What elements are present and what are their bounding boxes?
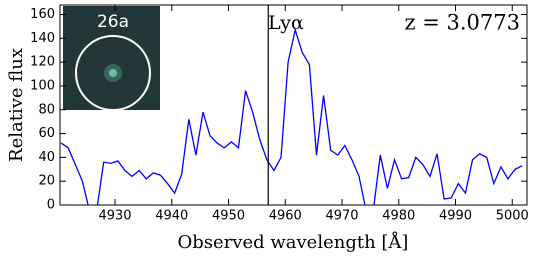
y-tick-label: 0 [47, 198, 55, 213]
x-tick-label: 5000 [496, 209, 529, 224]
x-tick-label: 4980 [382, 209, 415, 224]
inset-label: 26a [97, 12, 129, 32]
y-tick-label: 60 [38, 126, 55, 141]
y-tick-label: 120 [30, 55, 55, 70]
inset-image [63, 6, 160, 111]
x-tick-label: 4970 [325, 209, 358, 224]
x-tick-label: 4940 [155, 209, 188, 224]
y-tick-label: 160 [30, 7, 55, 22]
y-tick-label: 20 [38, 174, 55, 189]
plot-area [60, 5, 523, 205]
y-axis-label: Relative flux [6, 48, 27, 162]
redshift-label: z = 3.0773 [405, 11, 521, 35]
x-tick-label: 4960 [269, 209, 302, 224]
x-tick-label: 4990 [439, 209, 472, 224]
y-tick-label: 100 [30, 78, 55, 93]
x-axis-label: Observed wavelength [Å] [178, 231, 409, 253]
y-tick-label: 40 [38, 150, 55, 165]
line-label: Lyα [268, 12, 304, 34]
spectrum-line [60, 27, 523, 205]
x-tick-label: 4930 [98, 209, 131, 224]
y-tick-label: 140 [30, 31, 55, 46]
plot-frame [59, 4, 528, 206]
x-tick-label: 4950 [212, 209, 245, 224]
y-tick-label: 80 [38, 102, 55, 117]
